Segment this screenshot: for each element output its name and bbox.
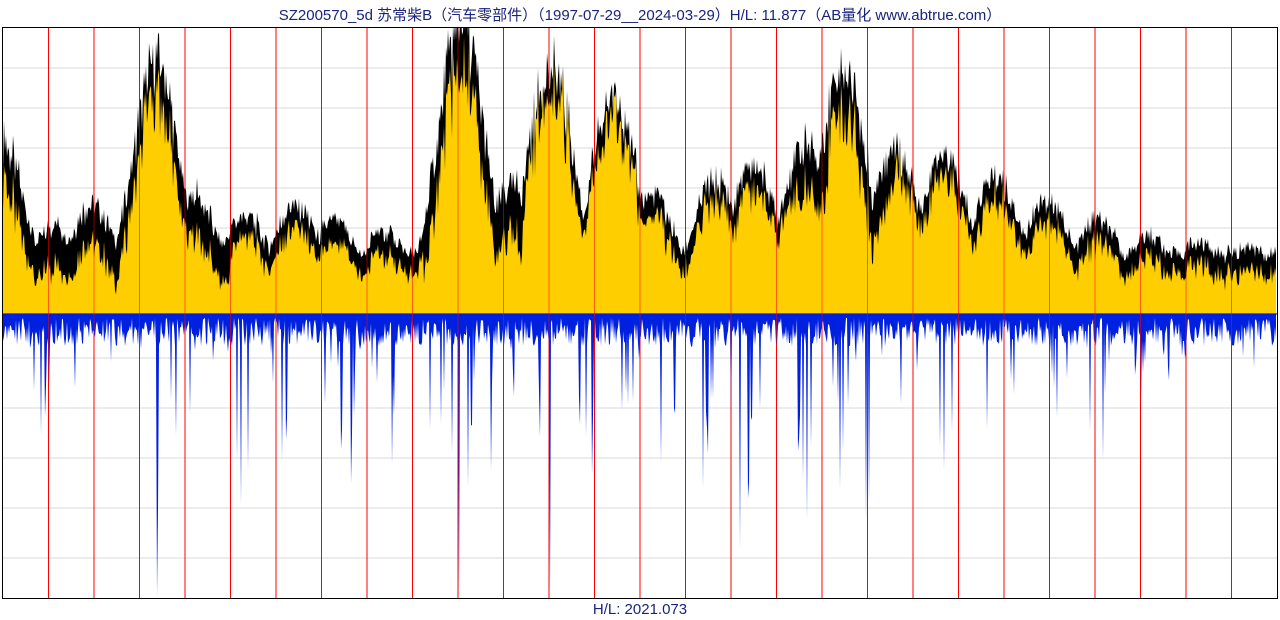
chart-title: SZ200570_5d 苏常柴B（汽车零部件）（1997-07-29__2024… xyxy=(0,0,1280,27)
chart-svg xyxy=(3,28,1277,598)
chart-area xyxy=(2,27,1278,599)
chart-footer: H/L: 2021.073 xyxy=(0,599,1280,618)
